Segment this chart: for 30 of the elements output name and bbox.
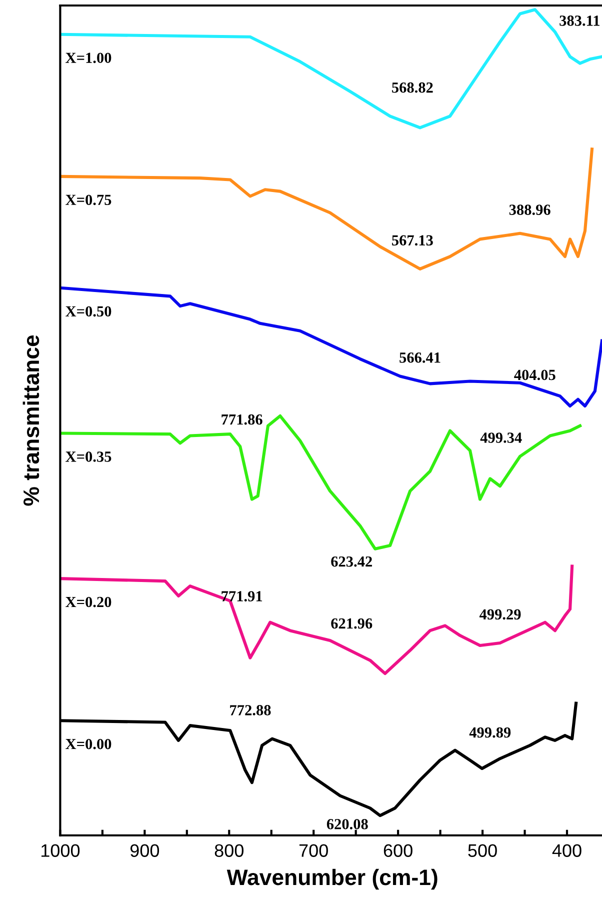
annotation: 499.89 xyxy=(469,727,511,738)
annotation: 383.11 xyxy=(560,16,600,26)
annotation: 567.13 xyxy=(392,235,433,246)
annotation: 388.96 xyxy=(509,204,550,216)
annotation: 623.42 xyxy=(331,556,372,567)
x-tick-label: 600 xyxy=(384,844,412,857)
x-tick-label: 400 xyxy=(552,844,582,857)
annotation: 566.41 xyxy=(400,352,440,363)
series-label: X=0.50 xyxy=(66,306,112,317)
x-axis-title: Wavenumber (cm-1) xyxy=(226,868,438,890)
annotation: 771.91 xyxy=(222,591,262,602)
x-tick-label: 700 xyxy=(299,844,328,857)
series-label: X=1.00 xyxy=(66,52,112,64)
annotation: 568.82 xyxy=(392,82,433,93)
series-label: X=0.35 xyxy=(66,452,112,462)
annotation: 771.86 xyxy=(222,414,262,425)
series-label: X=0.75 xyxy=(66,194,112,206)
annotation: 499.34 xyxy=(480,432,522,443)
annotation: 620.08 xyxy=(326,818,368,830)
series-label: X=0.00 xyxy=(66,738,112,750)
y-axis-title: % transmittance xyxy=(22,335,40,506)
annotation: 621.96 xyxy=(331,618,372,629)
annotation: 499.29 xyxy=(479,609,521,620)
series-label: X=0.20 xyxy=(66,596,112,608)
annotation: 404.05 xyxy=(514,370,556,380)
x-tick-label: 900 xyxy=(130,844,160,857)
annotation: 772.88 xyxy=(230,705,271,716)
x-tick-label: 800 xyxy=(214,844,244,857)
x-tick-label: 1000 xyxy=(41,844,80,857)
x-tick-label: 500 xyxy=(468,844,497,857)
